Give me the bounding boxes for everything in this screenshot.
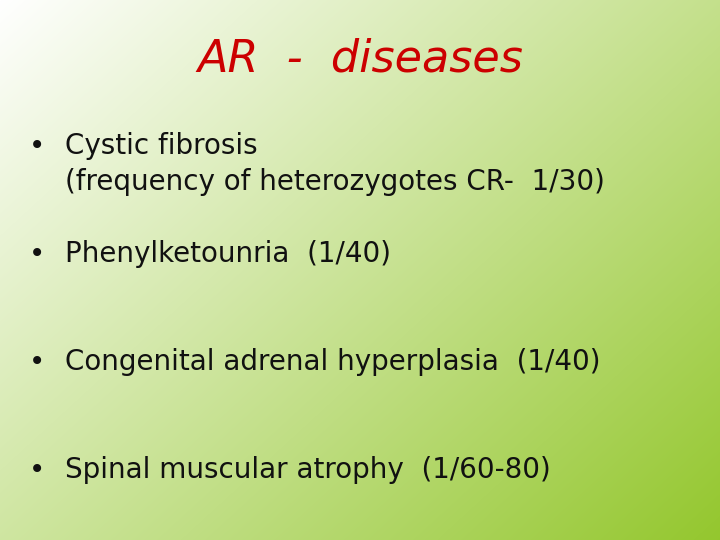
Text: AR  -  diseases: AR - diseases (197, 38, 523, 81)
Text: •: • (29, 132, 45, 160)
Text: Spinal muscular atrophy  (1/60-80): Spinal muscular atrophy (1/60-80) (65, 456, 551, 484)
Text: •: • (29, 240, 45, 268)
Text: Congenital adrenal hyperplasia  (1/40): Congenital adrenal hyperplasia (1/40) (65, 348, 600, 376)
Text: Cystic fibrosis
(frequency of heterozygotes CR-  1/30): Cystic fibrosis (frequency of heterozygo… (65, 132, 605, 196)
Text: •: • (29, 456, 45, 484)
Text: Phenylketounria  (1/40): Phenylketounria (1/40) (65, 240, 391, 268)
Text: •: • (29, 348, 45, 376)
